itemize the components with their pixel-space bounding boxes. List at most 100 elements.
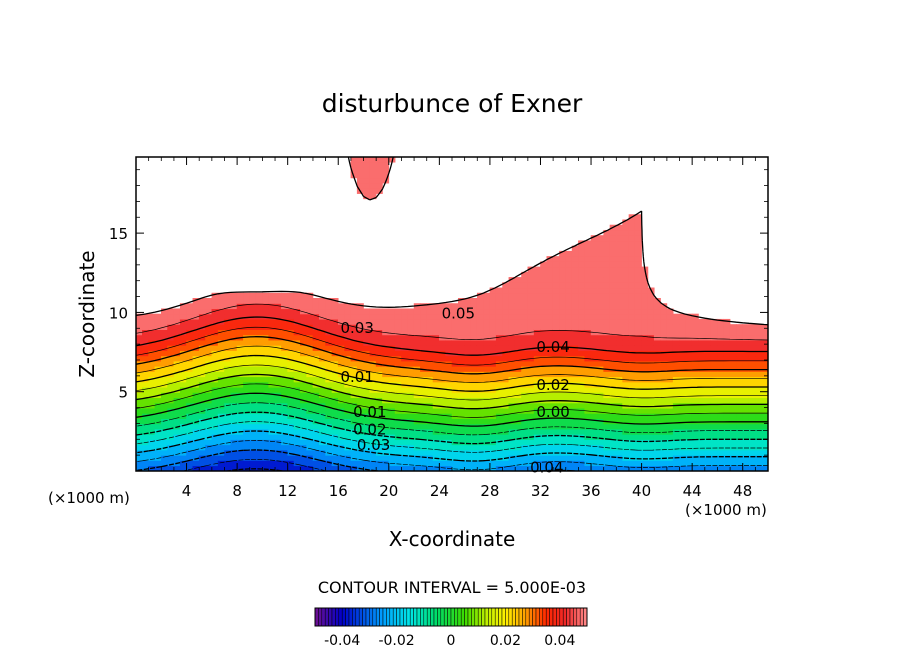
contour-fill-cell xyxy=(634,366,642,372)
contour-fill-cell xyxy=(160,386,168,393)
contour-fill-cell xyxy=(167,345,175,351)
contour-label: 0.05 xyxy=(442,305,475,323)
contour-fill-cell xyxy=(603,256,611,262)
contour-fill-cell xyxy=(609,444,617,451)
contour-fill-cell xyxy=(755,324,762,330)
contour-fill-cell xyxy=(350,386,358,393)
contour-fill-cell xyxy=(483,360,491,367)
contour-fill-cell xyxy=(597,256,604,262)
contour-fill-cell xyxy=(647,355,655,362)
contour-fill-cell xyxy=(268,292,276,299)
contour-fill-cell xyxy=(136,428,143,435)
contour-fill-cell xyxy=(312,298,320,304)
contour-fill-cell xyxy=(495,376,503,383)
contour-fill-cell xyxy=(552,413,560,419)
contour-fill-cell xyxy=(483,392,491,399)
contour-fill-cell xyxy=(685,434,693,440)
colorbar-segment xyxy=(352,607,357,627)
contour-fill-cell xyxy=(489,444,497,451)
contour-fill-cell xyxy=(255,455,263,461)
contour-fill-cell xyxy=(243,434,251,440)
contour-fill-cell xyxy=(679,428,687,435)
contour-fill-cell xyxy=(186,392,194,399)
contour-fill-cell xyxy=(508,334,516,341)
contour-fill-cell xyxy=(483,350,491,357)
colorbar-tick-label: 0.02 xyxy=(490,633,521,649)
contour-fill-cell xyxy=(660,465,668,471)
contour-fill-cell xyxy=(407,402,415,409)
colorbar-segment xyxy=(335,607,340,627)
contour-fill-cell xyxy=(306,423,314,430)
contour-fill-cell xyxy=(508,434,516,440)
contour-fill-cell xyxy=(717,318,725,325)
contour-fill-cell xyxy=(742,386,750,393)
contour-fill-cell xyxy=(622,224,630,231)
contour-fill-cell xyxy=(597,261,604,268)
contour-fill-cell xyxy=(552,428,560,435)
contour-fill-cell xyxy=(578,245,586,252)
contour-fill-cell xyxy=(761,329,768,336)
contour-fill-cell xyxy=(154,324,162,330)
contour-fill-cell xyxy=(217,371,225,378)
contour-fill-cell xyxy=(401,418,409,425)
contour-fill-cell xyxy=(679,318,687,325)
contour-fill-cell xyxy=(337,449,345,456)
contour-fill-cell xyxy=(603,376,611,383)
contour-fill-cell xyxy=(344,465,352,471)
contour-fill-cell xyxy=(666,386,674,393)
contour-fill-cell xyxy=(508,360,516,367)
contour-fill-cell xyxy=(634,418,642,425)
contour-fill-cell xyxy=(363,329,371,336)
contour-fill-cell xyxy=(736,360,744,367)
contour-fill-cell xyxy=(293,444,301,451)
contour-fill-cell xyxy=(495,418,503,425)
x-tick-label: 40 xyxy=(632,482,651,500)
contour-fill-cell xyxy=(337,324,345,330)
contour-fill-cell xyxy=(142,334,149,341)
contour-fill-cell xyxy=(603,381,611,388)
contour-fill-cell xyxy=(616,298,623,304)
contour-fill-cell xyxy=(300,460,307,467)
contour-fill-cell xyxy=(540,402,548,409)
contour-fill-cell xyxy=(483,292,491,299)
contour-fill-cell xyxy=(647,313,655,320)
contour-fill-cell xyxy=(634,324,642,330)
contour-fill-cell xyxy=(748,334,756,341)
contour-fill-cell xyxy=(445,339,453,346)
contour-fill-cell xyxy=(495,355,503,362)
contour-fill-cell xyxy=(742,423,750,430)
contour-fill-cell xyxy=(300,355,307,362)
contour-fill-cell xyxy=(597,250,604,257)
contour-fill-cell xyxy=(590,449,598,456)
contour-fill-cell xyxy=(318,449,326,456)
contour-fill-cell xyxy=(186,381,194,388)
contour-fill-cell xyxy=(679,465,687,471)
contour-fill-cell xyxy=(236,355,244,362)
contour-fill-cell xyxy=(167,455,175,461)
contour-fill-cell xyxy=(597,282,604,289)
contour-fill-cell xyxy=(375,182,383,189)
contour-fill-cell xyxy=(717,449,725,456)
contour-fill-cell xyxy=(306,402,314,409)
contour-fill-cell xyxy=(148,397,156,404)
contour-fill-cell xyxy=(761,444,768,451)
contour-fill-cell xyxy=(205,339,213,346)
contour-fill-cell xyxy=(533,465,541,471)
contour-fill-cell xyxy=(236,303,244,310)
contour-fill-cell xyxy=(527,376,535,383)
contour-fill-cell xyxy=(546,266,554,273)
contour-fill-cell xyxy=(597,434,604,440)
contour-fill-cell xyxy=(710,334,718,341)
contour-fill-cell xyxy=(464,402,472,409)
contour-fill-cell xyxy=(546,298,554,304)
contour-fill-cell xyxy=(243,308,251,315)
contour-fill-cell xyxy=(382,313,390,320)
contour-fill-cell xyxy=(502,360,510,367)
contour-fill-cell xyxy=(211,313,219,320)
contour-fill-cell xyxy=(179,392,187,399)
contour-fill-cell xyxy=(729,324,737,330)
contour-fill-cell xyxy=(628,460,636,467)
contour-fill-cell xyxy=(268,303,276,310)
contour-fill-cell xyxy=(394,418,402,425)
contour-fill-cell xyxy=(761,376,768,383)
